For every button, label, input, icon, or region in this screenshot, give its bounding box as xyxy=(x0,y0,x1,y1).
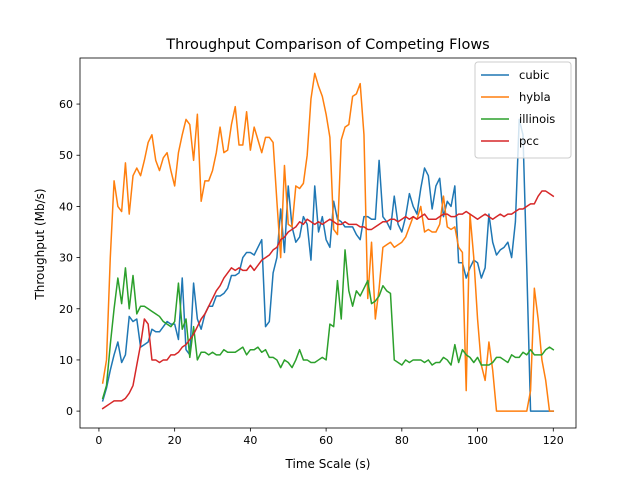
series-line-cubic xyxy=(101,118,555,412)
y-tick-label: 0 xyxy=(66,405,73,418)
x-tick-label: 80 xyxy=(395,434,409,447)
x-tick-label: 0 xyxy=(95,434,102,447)
y-axis-label: Throughput (Mb/s) xyxy=(33,188,47,300)
y-tick-label: 60 xyxy=(59,98,73,111)
y-tick-label: 30 xyxy=(59,252,73,265)
legend-label-illinois: illinois xyxy=(519,112,555,126)
series-line-pcc xyxy=(101,190,555,410)
y-tick-label: 40 xyxy=(59,200,73,213)
x-tick-label: 20 xyxy=(168,434,182,447)
series-line-illinois xyxy=(101,249,555,400)
legend-box xyxy=(474,61,572,159)
x-tick-label: 60 xyxy=(319,434,333,447)
x-tick-label: 40 xyxy=(243,434,257,447)
axes-frame xyxy=(79,57,577,429)
axes-border xyxy=(79,57,577,429)
y-tick-label: 10 xyxy=(59,354,73,367)
y-tick-label: 50 xyxy=(59,149,73,162)
series-line-hybla xyxy=(101,72,555,412)
legend-label-hybla: hybla xyxy=(519,90,551,104)
legend-label-cubic: cubic xyxy=(519,68,549,82)
x-tick-label: 100 xyxy=(467,434,488,447)
x-axis-label: Time Scale (s) xyxy=(285,457,371,471)
series-lines xyxy=(101,72,555,412)
x-axis-ticks: 0 20 40 60 80 100 120 xyxy=(95,428,564,447)
y-tick-label: 20 xyxy=(59,303,73,316)
x-tick-label: 120 xyxy=(543,434,564,447)
legend: cubic hybla illinois pcc xyxy=(474,61,572,159)
y-axis-ticks: 0 10 20 30 40 50 60 xyxy=(59,98,80,418)
chart-title: Throughput Comparison of Competing Flows xyxy=(165,37,489,53)
legend-label-pcc: pcc xyxy=(519,134,539,148)
